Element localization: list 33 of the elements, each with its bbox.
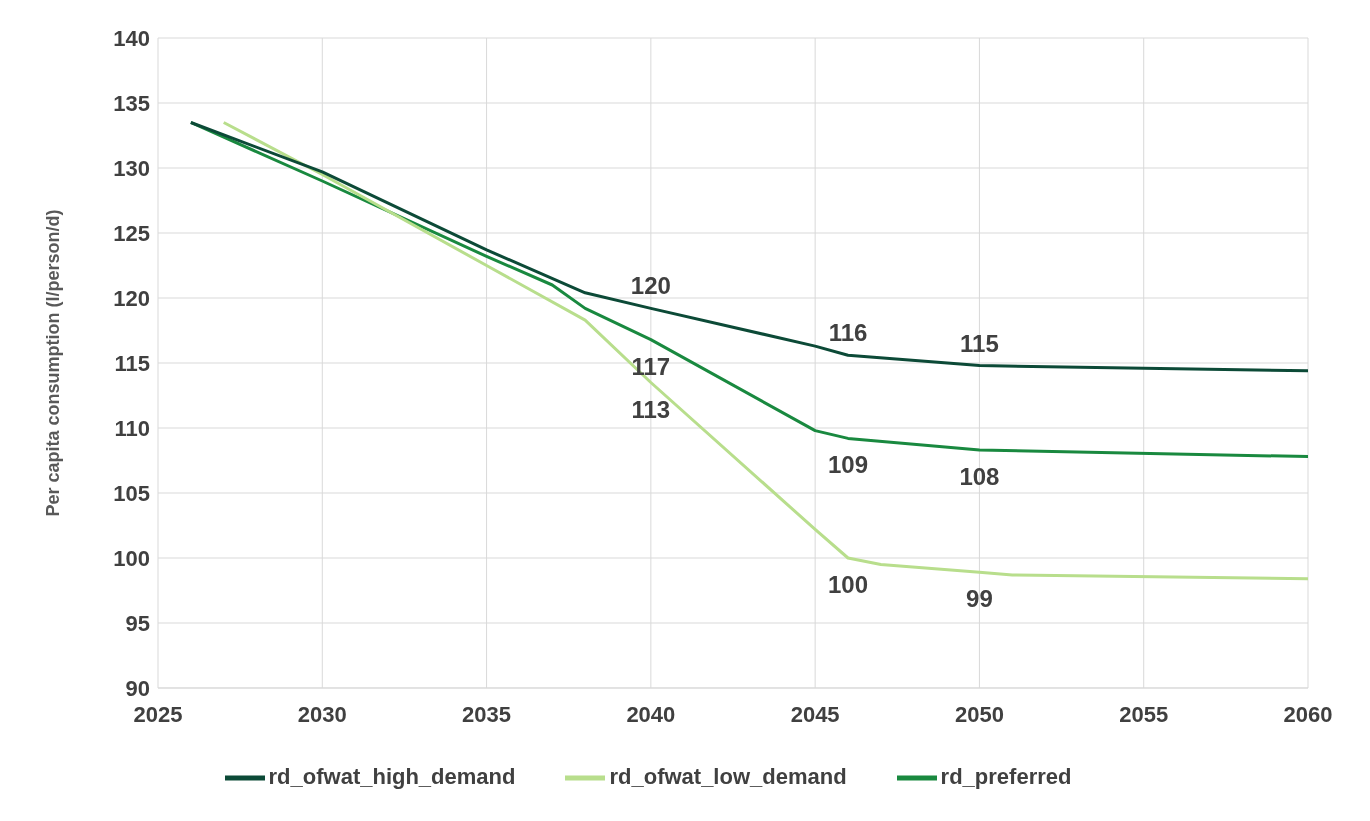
annotation: 113: [631, 395, 671, 423]
x-tick-label: 2040: [626, 701, 676, 727]
x-tick-label: 2035: [462, 701, 512, 727]
annotation: 117: [631, 352, 671, 380]
y-tick-label: 115: [114, 350, 150, 376]
legend-label: rd_ofwat_low_demand: [609, 763, 847, 789]
y-tick-label: 140: [113, 25, 150, 51]
y-tick-label: 100: [113, 545, 150, 571]
x-tick-label: 2030: [297, 701, 347, 727]
annotation: 99: [966, 585, 993, 613]
y-tick-label: 130: [113, 155, 150, 181]
x-tick-label: 2025: [133, 701, 183, 727]
line-series: [189, 121, 1308, 373]
y-tick-label: 135: [113, 90, 150, 116]
y-axis-title: Per capita consumption (l/person/d): [43, 209, 64, 517]
y-tick-label: 120: [113, 285, 150, 311]
annotation: 116: [828, 319, 868, 347]
annotation: 109: [827, 451, 869, 479]
annotation: 115: [960, 329, 999, 357]
y-tick-label: 110: [114, 415, 150, 441]
annotation: 100: [827, 571, 869, 599]
y-tick-label: 105: [113, 480, 150, 506]
x-tick-label: 2060: [1283, 701, 1333, 727]
legend-label: rd_ofwat_high_demand: [268, 763, 516, 789]
x-tick-label: 2050: [954, 701, 1004, 727]
x-tick-label: 2055: [1119, 701, 1169, 727]
y-tick-label: 125: [113, 220, 150, 246]
legend-label: rd_preferred: [940, 763, 1072, 789]
x-tick-label: 2045: [790, 701, 840, 727]
annotation: 120: [630, 272, 671, 300]
y-tick-label: 95: [125, 610, 150, 636]
y-tick-label: 90: [125, 675, 150, 701]
annotation: 108: [959, 463, 1000, 491]
